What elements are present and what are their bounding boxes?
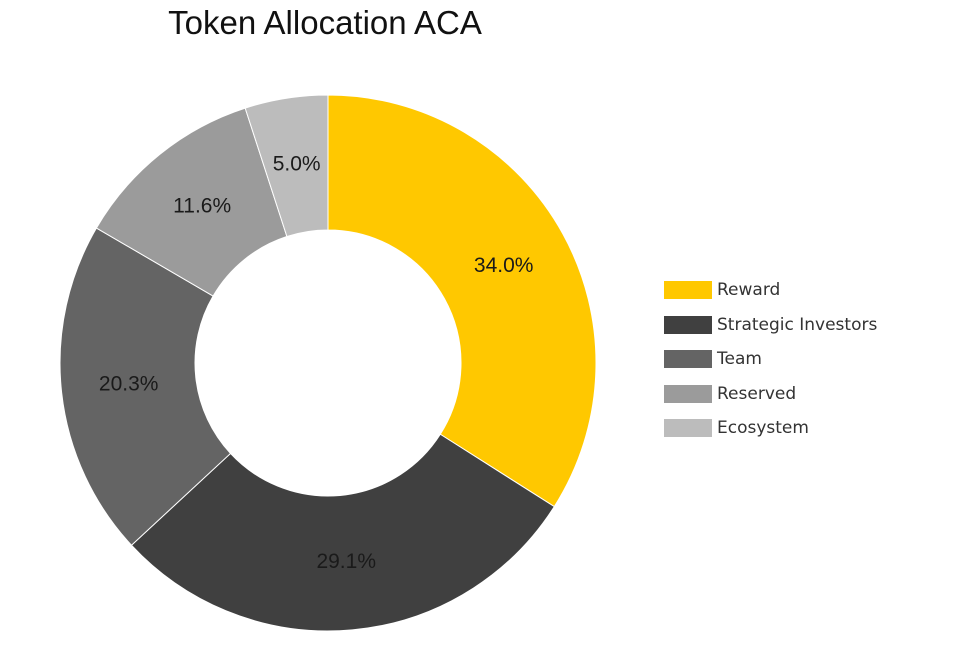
legend-swatch xyxy=(664,419,712,438)
slice-ecosystem xyxy=(244,94,329,238)
legend-label: Reserved xyxy=(717,383,797,404)
legend-label: Team xyxy=(717,349,762,370)
slice-label-team: 20.3% xyxy=(99,373,159,396)
legend-label: Ecosystem xyxy=(717,418,809,439)
legend-swatch xyxy=(664,384,712,403)
legend-swatch xyxy=(664,315,712,334)
legend-item-reward: Reward xyxy=(664,279,877,301)
legend-item-reserved: Reserved xyxy=(664,383,877,405)
legend-swatch xyxy=(664,350,712,369)
slice-label-strategic-investors: 29.1% xyxy=(316,550,376,573)
chart-title: Token Allocation ACA xyxy=(168,4,482,41)
slice-team xyxy=(59,227,232,546)
legend-item-strategic-investors: Strategic Investors xyxy=(664,314,877,336)
slice-label-ecosystem: 5.0% xyxy=(273,153,321,176)
legend-item-ecosystem: Ecosystem xyxy=(664,417,877,439)
slice-label-reward: 34.0% xyxy=(474,254,534,277)
legend-label: Strategic Investors xyxy=(717,314,878,335)
legend-swatch xyxy=(664,281,712,299)
slice-reward xyxy=(327,94,597,508)
legend-label: Reward xyxy=(717,280,781,300)
slice-label-reserved: 11.6% xyxy=(173,194,231,217)
legend-item-team: Team xyxy=(664,348,877,370)
slice-strategic-investors xyxy=(130,433,555,632)
legend: Reward Strategic Investors Team Reserved Eco… xyxy=(664,279,877,452)
